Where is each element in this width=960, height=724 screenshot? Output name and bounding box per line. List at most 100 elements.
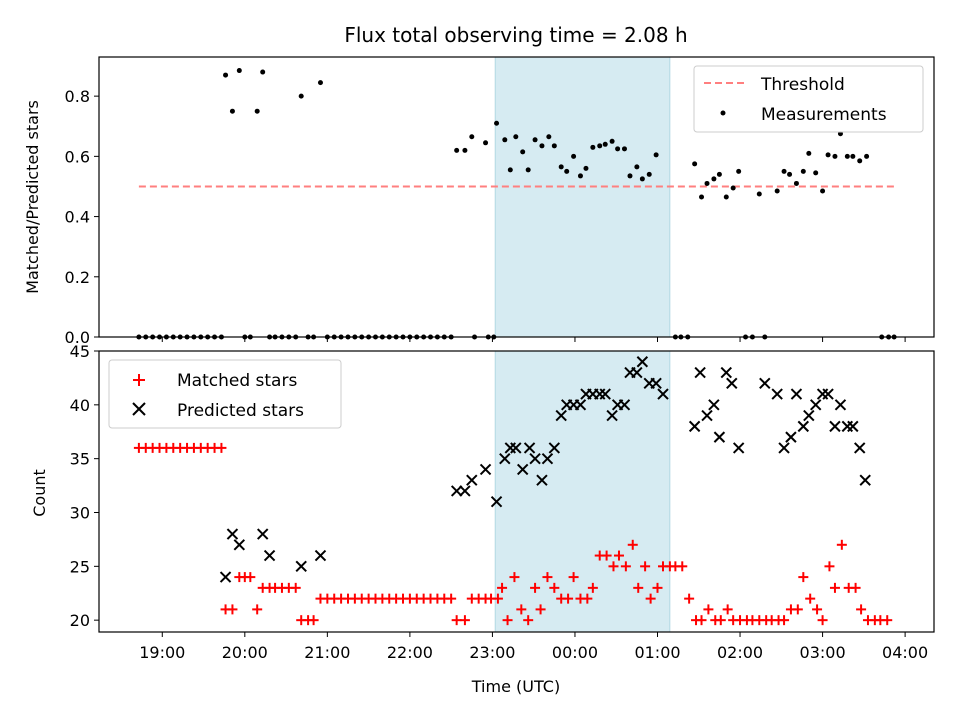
ratio-ytick-label: 0.6: [65, 147, 90, 166]
measurement-point: [730, 185, 736, 191]
measurement-point: [837, 131, 843, 137]
count-ytick-label: 45: [70, 342, 90, 361]
measurement-point: [469, 134, 475, 140]
ratio-ytick-label: 0.0: [65, 328, 90, 347]
matched-star-point: [608, 561, 619, 572]
predicted-star-point: [263, 549, 276, 562]
count-legend: Matched stars Predicted stars: [108, 359, 342, 429]
measurement-point: [513, 134, 519, 140]
ratio-plot-frame: [98, 56, 935, 338]
predicted-star-point: [847, 420, 859, 433]
matched-star-point: [817, 615, 828, 626]
predicted-star-point: [657, 388, 669, 400]
matched-star-point: [587, 582, 598, 593]
legend-matched-label: Matched stars: [177, 371, 297, 391]
measurement-point: [532, 137, 538, 143]
count-xtick-label: 20:00: [222, 643, 268, 662]
predicted-star-point: [822, 388, 834, 400]
matched-star-point: [805, 593, 816, 604]
measurement-point: [793, 180, 799, 186]
measurement-point: [646, 171, 652, 177]
measurement-point: [800, 168, 806, 174]
measurement-point: [597, 143, 603, 149]
ratio-legend: Threshold Measurements: [693, 65, 924, 133]
matched-star-point: [696, 615, 707, 626]
measurement-point: [699, 194, 705, 200]
measurement-point: [609, 138, 615, 144]
measurement-point: [260, 69, 266, 75]
predicted-star-point: [834, 399, 847, 411]
measurement-point: [774, 188, 780, 194]
predicted-star-point: [459, 485, 471, 497]
measurement-point: [820, 188, 826, 194]
predicted-star-point: [599, 388, 611, 400]
matched-star-point: [722, 604, 733, 615]
measurement-point: [813, 170, 819, 176]
measurement-point: [229, 108, 235, 114]
ratio-ylabel: Matched/Predicted stars: [23, 100, 42, 294]
predicted-star-point: [726, 377, 738, 390]
predicted-star-point: [803, 409, 815, 422]
matched-star-point: [715, 615, 726, 626]
count-legend-box: [108, 359, 342, 429]
predicted-star-point: [631, 366, 643, 379]
matched-star-point: [492, 593, 503, 604]
measurement-point: [546, 134, 552, 140]
measurement-point: [736, 168, 742, 174]
matched-star-point: [627, 539, 638, 550]
measurement-point: [602, 141, 608, 147]
ratio-highlight-span: [494, 56, 671, 338]
predicted-star-point: [523, 442, 536, 454]
count-xlabel: Time (UTC): [471, 677, 560, 696]
matched-star-point: [502, 615, 513, 626]
count-xtick-label: 02:00: [717, 643, 763, 662]
measurement-point: [615, 146, 621, 152]
matched-star-point: [523, 615, 534, 626]
predicted-star-point: [790, 388, 803, 400]
matched-star-point: [227, 604, 238, 615]
matched-star-point: [252, 604, 263, 615]
measurement-point: [502, 137, 508, 143]
measurement-point: [850, 153, 856, 159]
predicted-star-point: [778, 442, 790, 454]
measurement-point: [551, 143, 557, 149]
predicted-star-point: [606, 409, 618, 422]
measurement-point: [317, 80, 323, 86]
predicted-star-point: [499, 452, 511, 465]
matched-star-point: [290, 582, 301, 593]
measurement-point: [704, 180, 710, 186]
measurement-point: [711, 176, 717, 182]
predicted-star-point: [797, 420, 810, 433]
predicted-star-point: [314, 549, 327, 562]
measurement-point: [507, 167, 513, 173]
ratio-ytick-label: 0.2: [65, 268, 90, 287]
matched-star-point: [542, 572, 553, 583]
count-xtick-label: 04:00: [882, 643, 928, 662]
predicted-star-point: [701, 409, 713, 422]
predicted-star-point: [490, 496, 503, 508]
matched-star-point: [563, 593, 574, 604]
measurement-point: [571, 153, 577, 159]
count-xtick-label: 01:00: [634, 643, 680, 662]
measurement-point: [223, 72, 229, 78]
measurement-point: [236, 68, 242, 74]
matched-star-point: [620, 561, 631, 572]
predicted-star-point: [529, 452, 541, 465]
predicted-star-point: [479, 463, 492, 476]
measurement-point: [590, 144, 596, 150]
measurement-point: [857, 158, 863, 164]
matched-star-point: [645, 593, 656, 604]
matched-star-point: [812, 604, 823, 615]
matched-star-point: [308, 615, 319, 626]
matched-star-point: [792, 604, 803, 615]
count-ytick-label: 35: [70, 450, 90, 469]
measurement-point: [298, 93, 304, 99]
measurement-point: [825, 152, 831, 158]
measurement-point: [844, 153, 850, 159]
predicted-star-point: [536, 474, 548, 486]
matched-star-point: [824, 561, 835, 572]
measurement-point: [558, 164, 564, 170]
matched-star-point: [582, 593, 593, 604]
measurement-point: [787, 171, 793, 177]
legend-threshold-label: Threshold: [760, 75, 845, 95]
